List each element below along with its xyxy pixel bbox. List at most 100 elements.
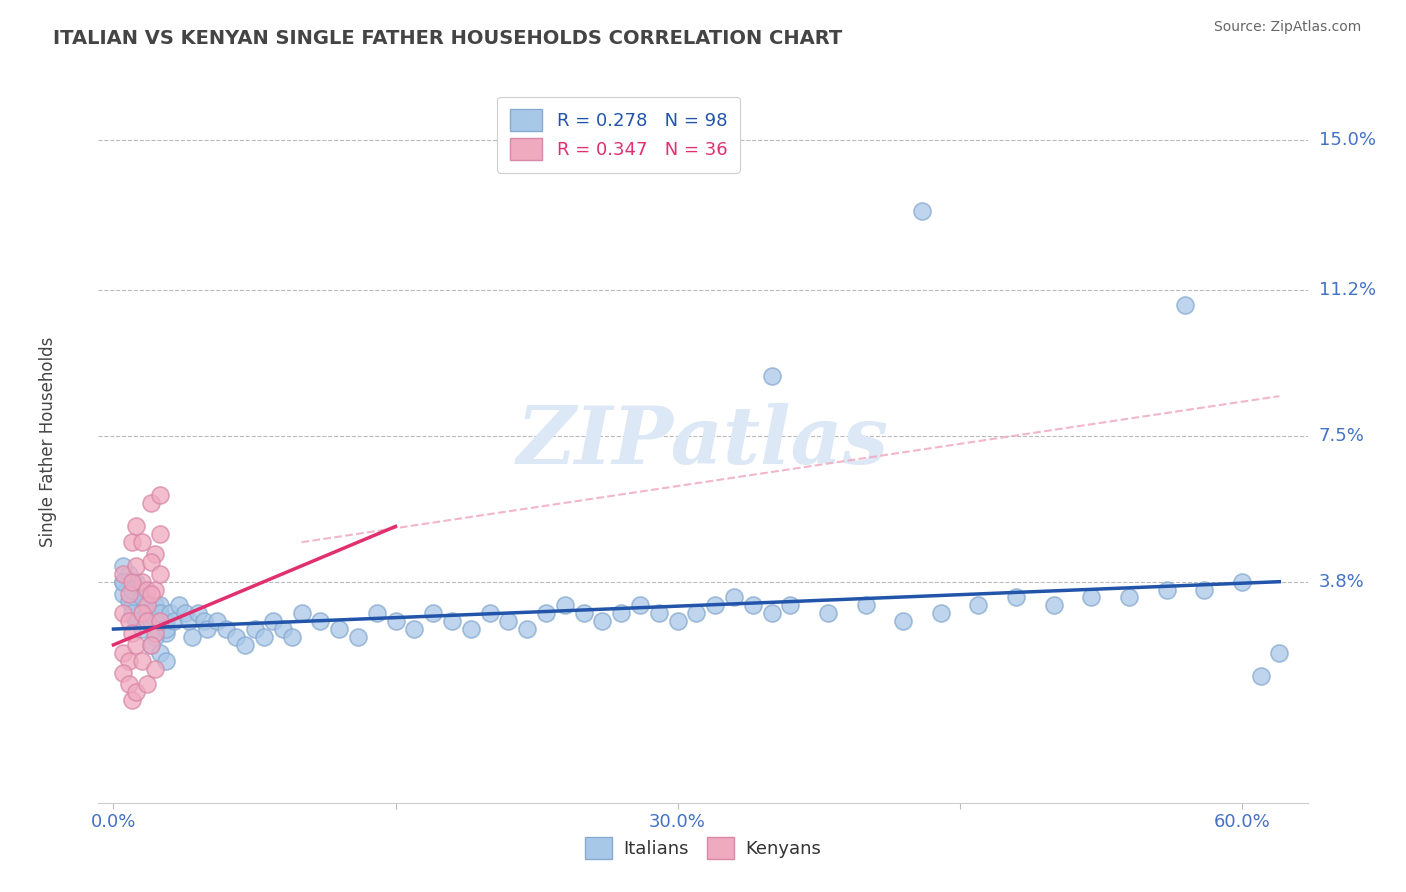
Point — [111, 607, 134, 621]
Point — [648, 607, 671, 621]
Point — [139, 607, 162, 621]
Point — [478, 607, 501, 621]
Point — [155, 626, 177, 640]
Point — [143, 582, 166, 597]
Text: ZIPatlas: ZIPatlas — [517, 403, 889, 480]
Point — [121, 693, 143, 707]
Point — [136, 594, 159, 608]
Point — [817, 607, 839, 621]
Point — [159, 607, 181, 621]
Point — [149, 566, 172, 581]
Point — [143, 662, 166, 676]
Point — [131, 591, 153, 605]
Point — [628, 599, 651, 613]
Point — [125, 574, 148, 589]
Point — [155, 614, 177, 628]
Point — [554, 599, 576, 613]
Point — [440, 614, 463, 628]
Point — [131, 574, 153, 589]
Point — [855, 599, 877, 613]
Point — [723, 591, 745, 605]
Point — [911, 203, 934, 218]
Point — [779, 599, 801, 613]
Point — [328, 622, 350, 636]
Point — [761, 369, 783, 384]
Point — [366, 607, 388, 621]
Point — [136, 582, 159, 597]
Point — [139, 614, 162, 628]
Point — [1080, 591, 1102, 605]
Point — [139, 638, 162, 652]
Point — [121, 574, 143, 589]
Point — [121, 599, 143, 613]
Point — [347, 630, 370, 644]
Point — [174, 607, 197, 621]
Point — [253, 630, 276, 644]
Point — [111, 574, 134, 589]
Point — [136, 599, 159, 613]
Point — [891, 614, 914, 628]
Point — [111, 665, 134, 680]
Point — [136, 677, 159, 691]
Point — [281, 630, 304, 644]
Point — [1192, 582, 1215, 597]
Point — [967, 599, 990, 613]
Point — [131, 591, 153, 605]
Point — [1230, 574, 1253, 589]
Point — [169, 599, 191, 613]
Point — [117, 574, 139, 589]
Point — [121, 586, 143, 600]
Point — [666, 614, 689, 628]
Text: 7.5%: 7.5% — [1319, 426, 1365, 444]
Point — [143, 630, 166, 644]
Point — [205, 614, 228, 628]
Point — [1156, 582, 1178, 597]
Point — [572, 607, 595, 621]
Point — [117, 654, 139, 668]
Point — [243, 622, 266, 636]
Point — [1174, 298, 1197, 312]
Point — [685, 607, 707, 621]
Point — [136, 614, 159, 628]
Point — [139, 638, 162, 652]
Point — [111, 566, 134, 581]
Text: 11.2%: 11.2% — [1319, 281, 1376, 299]
Point — [149, 614, 172, 628]
Point — [1118, 591, 1140, 605]
Point — [193, 614, 215, 628]
Point — [139, 586, 162, 600]
Point — [384, 614, 406, 628]
Legend: R = 0.278   N = 98, R = 0.347   N = 36: R = 0.278 N = 98, R = 0.347 N = 36 — [496, 96, 740, 173]
Text: ITALIAN VS KENYAN SINGLE FATHER HOUSEHOLDS CORRELATION CHART: ITALIAN VS KENYAN SINGLE FATHER HOUSEHOL… — [53, 29, 842, 47]
Point — [149, 599, 172, 613]
Point — [117, 566, 139, 581]
Point — [1250, 669, 1272, 683]
Point — [149, 488, 172, 502]
Text: Single Father Households: Single Father Households — [38, 336, 56, 547]
Point — [498, 614, 520, 628]
Point — [139, 614, 162, 628]
Point — [181, 630, 204, 644]
Point — [111, 558, 134, 573]
Point — [271, 622, 294, 636]
Point — [121, 626, 143, 640]
Point — [155, 654, 177, 668]
Point — [534, 607, 557, 621]
Point — [143, 599, 166, 613]
Text: 15.0%: 15.0% — [1319, 130, 1375, 148]
Point — [125, 558, 148, 573]
Point — [404, 622, 426, 636]
Point — [162, 614, 184, 628]
Point — [131, 622, 153, 636]
Point — [1005, 591, 1028, 605]
Point — [610, 607, 633, 621]
Point — [139, 555, 162, 569]
Point — [149, 527, 172, 541]
Point — [422, 607, 444, 621]
Point — [131, 654, 153, 668]
Text: Source: ZipAtlas.com: Source: ZipAtlas.com — [1213, 20, 1361, 34]
Point — [139, 496, 162, 510]
Point — [460, 622, 482, 636]
Point — [125, 519, 148, 533]
Point — [125, 685, 148, 699]
